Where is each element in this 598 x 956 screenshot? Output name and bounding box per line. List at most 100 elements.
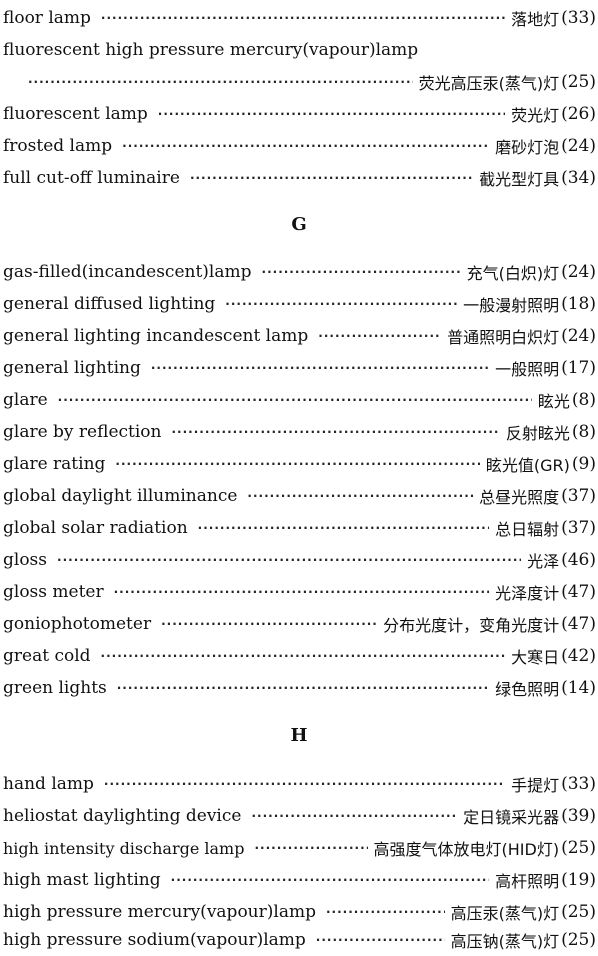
entry-page-ref: (25) — [561, 930, 596, 950]
entry-page-ref: (25) — [561, 72, 596, 92]
glossary-entry: floor lamp ·····························… — [3, 2, 596, 34]
entry-term: fluorescent lamp — [3, 104, 148, 124]
entry-term: general diffused lighting — [3, 294, 216, 314]
entry-page-ref: (18) — [561, 294, 596, 314]
entry-chinese: 高杆照明 — [495, 872, 560, 891]
entry-page-ref: (9) — [571, 454, 596, 474]
glossary-entry: general lighting incandescent lamp ·····… — [3, 320, 596, 352]
entry-chinese: 一般照明 — [495, 360, 560, 379]
entry-term: glare by reflection — [3, 422, 162, 442]
entry-term: great cold — [3, 646, 91, 666]
dot-leader: ········································… — [318, 329, 441, 343]
glossary-entry: hand lamp ······························… — [3, 768, 596, 800]
entry-page-ref: (46) — [561, 550, 596, 570]
glossary-entry: glare ··································… — [3, 384, 596, 416]
entry-chinese: 荧光高压汞(蒸气)灯 — [418, 74, 560, 93]
entry-page-ref: (19) — [561, 870, 596, 890]
entry-term: glare rating — [3, 454, 106, 474]
entry-page-ref: (37) — [561, 518, 596, 538]
entry-chinese: 光泽 — [527, 552, 560, 571]
dot-leader: ········································… — [251, 809, 458, 823]
section-heading-g: G — [291, 214, 307, 235]
dot-leader: ········································… — [161, 617, 378, 631]
dot-leader: ········································… — [57, 393, 532, 407]
entry-chinese: 磨砂灯泡 — [495, 138, 560, 157]
entry-chinese: 一般漫射照明 — [463, 296, 560, 315]
entry-page-ref: (47) — [561, 614, 596, 634]
entry-page-ref: (14) — [561, 678, 596, 698]
entry-chinese: 总日辐射 — [495, 520, 560, 539]
entry-page-ref: (34) — [561, 168, 596, 188]
entry-page-ref: (47) — [561, 582, 596, 602]
entry-page-ref: (8) — [571, 422, 596, 442]
entry-chinese: 充气(白炽)灯 — [466, 264, 560, 283]
glossary-entry-continuation: ········································… — [28, 66, 596, 98]
entry-chinese: 总昼光照度 — [479, 488, 560, 507]
entry-page-ref: (33) — [561, 774, 596, 794]
dot-leader: ········································… — [28, 75, 413, 89]
entry-term: gas-filled(incandescent)lamp — [3, 262, 252, 282]
entry-page-ref: (25) — [561, 838, 596, 858]
glossary-entry: general lighting ·······················… — [3, 352, 596, 384]
entry-term: gloss meter — [3, 582, 104, 602]
glossary-entry: gloss meter ····························… — [3, 576, 596, 608]
dot-leader: ········································… — [254, 841, 367, 855]
entry-term: high pressure mercury(vapour)lamp — [3, 902, 316, 922]
glossary-entry: fluorescent high pressure mercury(vapour… — [3, 34, 596, 66]
dot-leader: ········································… — [325, 905, 445, 919]
glossary-entry: gas-filled(incandescent)lamp ···········… — [3, 256, 596, 288]
entry-term: high mast lighting — [3, 870, 161, 890]
entry-chinese: 高压汞(蒸气)灯 — [450, 904, 560, 923]
entry-term: gloss — [3, 550, 48, 570]
dot-leader: ········································… — [171, 425, 500, 439]
dot-leader: ········································… — [103, 777, 505, 791]
entry-page-ref: (8) — [571, 390, 596, 410]
entry-term: global solar radiation — [3, 518, 188, 538]
entry-page-ref: (17) — [561, 358, 596, 378]
entry-chinese: 截光型灯具 — [479, 170, 560, 189]
entry-term: hand lamp — [3, 774, 94, 794]
entry-page-ref: (39) — [561, 806, 596, 826]
glossary-entry: global solar radiation ·················… — [3, 512, 596, 544]
dot-leader: ········································… — [225, 297, 457, 311]
glossary-entry: high mast lighting ·····················… — [3, 864, 596, 896]
glossary-entry: goniophotometer ························… — [3, 608, 596, 640]
entry-page-ref: (24) — [561, 326, 596, 346]
entry-chinese: 高强度气体放电灯(HID灯) — [373, 840, 560, 859]
glossary-entry: fluorescent lamp ·······················… — [3, 98, 596, 130]
entry-page-ref: (25) — [561, 902, 596, 922]
entry-term: high pressure sodium(vapour)lamp — [3, 930, 306, 950]
section-heading-h: H — [290, 725, 308, 746]
entry-term: high intensity discharge lamp — [3, 838, 245, 858]
glossary-entry: high pressure sodium(vapour)lamp ·······… — [3, 924, 596, 956]
dot-leader: ········································… — [189, 171, 474, 185]
entry-term: heliostat daylighting device — [3, 806, 242, 826]
glossary-entry: glare rating ···························… — [3, 448, 596, 480]
entry-page-ref: (33) — [561, 8, 596, 28]
dot-leader: ········································… — [170, 873, 490, 887]
entry-chinese: 定日镜采光器 — [463, 808, 560, 827]
entry-chinese: 眩光 — [537, 392, 570, 411]
entry-page-ref: (42) — [561, 646, 596, 666]
dot-leader: ········································… — [157, 107, 505, 121]
glossary-entry: full cut-off luminaire ·················… — [3, 162, 596, 194]
entry-chinese: 普通照明白炽灯 — [447, 328, 560, 347]
entry-term: glare — [3, 390, 48, 410]
dot-leader: ········································… — [150, 361, 490, 375]
entry-page-ref: (37) — [561, 486, 596, 506]
entry-chinese: 分布光度计，变角光度计 — [383, 616, 560, 635]
entry-chinese: 眩光值(GR) — [485, 456, 570, 475]
entry-term: global daylight illuminance — [3, 486, 238, 506]
glossary-entry: general diffused lighting ··············… — [3, 288, 596, 320]
dot-leader: ········································… — [100, 11, 505, 25]
dot-leader: ········································… — [315, 933, 445, 947]
dot-leader: ········································… — [115, 457, 479, 471]
entry-chinese: 反射眩光 — [505, 424, 570, 443]
glossary-entry: gloss ··································… — [3, 544, 596, 576]
dot-leader: ········································… — [100, 649, 506, 663]
entry-term: general lighting incandescent lamp — [3, 326, 309, 346]
entry-chinese: 高压钠(蒸气)灯 — [450, 932, 560, 951]
dot-leader: ········································… — [122, 139, 490, 153]
entry-term: floor lamp — [3, 8, 91, 28]
